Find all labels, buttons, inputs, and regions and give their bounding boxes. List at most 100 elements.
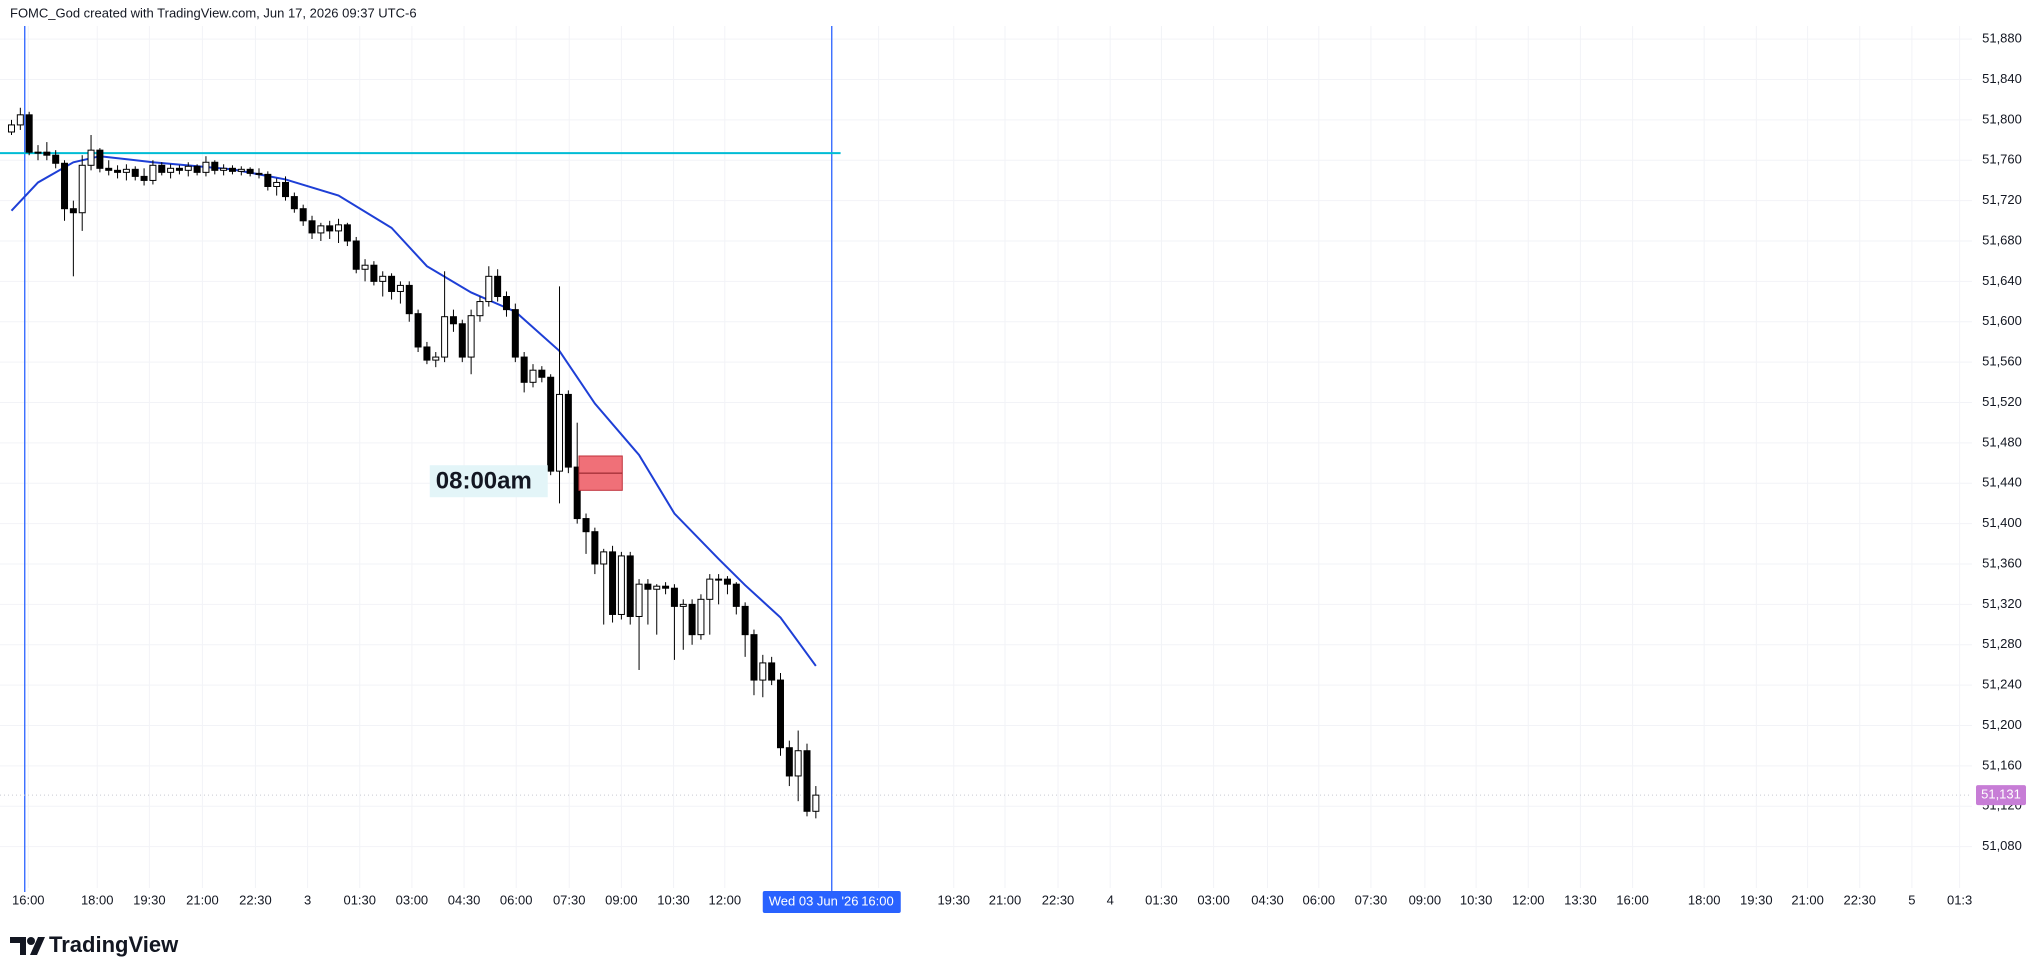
y-tick-label: 51,320 (1982, 596, 2022, 611)
candle-body (564, 393, 572, 468)
candle-body (441, 316, 449, 358)
candle-body (529, 369, 537, 383)
x-tick-label: 06:00 (1303, 892, 1336, 907)
candle-body (423, 346, 431, 361)
candle-body (688, 603, 696, 636)
candle-body (105, 167, 113, 171)
candle-body (750, 634, 758, 681)
candle-body (158, 164, 166, 173)
candle-body (467, 315, 475, 358)
candle-body (697, 598, 705, 636)
candle-body (149, 164, 157, 181)
candle-body (379, 275, 387, 282)
x-tick-label: 10:30 (1460, 892, 1493, 907)
candle-body (759, 662, 767, 681)
annotation: 08:00am (436, 468, 532, 495)
candle-body (122, 168, 130, 173)
x-tick-label: 19:30 (1740, 892, 1773, 907)
candle-body (96, 149, 104, 169)
y-tick-label: 51,880 (1982, 31, 2022, 46)
x-tick-label: 18:00 (1688, 892, 1721, 907)
candle-body (476, 301, 484, 317)
candle-body (644, 583, 652, 590)
candle-body (69, 208, 77, 214)
candle-body (255, 172, 263, 175)
candle-body (520, 356, 528, 383)
brand-name: TradingView (49, 932, 179, 957)
y-tick-label: 51,840 (1982, 71, 2022, 86)
candle-body (246, 168, 254, 174)
brand-logo: TradingView (10, 932, 179, 957)
y-tick-label: 51,560 (1982, 354, 2022, 369)
x-tick-label: 03:00 (396, 892, 429, 907)
candle-body (7, 124, 15, 133)
candle-body (803, 750, 811, 812)
y-tick-label: 51,280 (1982, 636, 2022, 651)
x-tick-label: 21:00 (1791, 892, 1824, 907)
candle-body (52, 154, 60, 164)
candle-body (388, 275, 396, 292)
crosshair-time: 16:00 (861, 893, 894, 908)
x-tick-label: 16:00 (1616, 892, 1649, 907)
candle-body (794, 750, 802, 777)
candle-body (220, 167, 228, 171)
candle-body (582, 518, 590, 533)
crosshair-date: Wed 03 Jun '26 (769, 893, 859, 908)
candle-body (776, 679, 784, 749)
candle-body (273, 181, 281, 187)
x-tick-label: 19:30 (937, 892, 970, 907)
candle-body (617, 555, 625, 615)
y-tick-label: 51,080 (1982, 838, 2022, 853)
candle-body (131, 168, 139, 177)
candle-body (202, 161, 210, 173)
candle-body (335, 224, 343, 232)
candle-body (741, 605, 749, 636)
candle-body (609, 551, 617, 615)
candle-body (370, 264, 378, 282)
candle-body (732, 583, 740, 607)
candle-body (679, 603, 687, 607)
candle-body (317, 225, 325, 234)
candle-body (635, 583, 643, 617)
y-tick-label: 51,760 (1982, 152, 2022, 167)
y-tick-label: 51,800 (1982, 111, 2022, 126)
candle-body (511, 309, 519, 358)
candle-body (785, 747, 793, 777)
candle-body (290, 196, 298, 210)
candle-body (396, 284, 404, 292)
candle-body (502, 296, 510, 311)
candle-body (573, 466, 581, 520)
candle-body (626, 555, 634, 617)
x-tick-label: 07:30 (553, 892, 586, 907)
candle-body (538, 369, 546, 378)
candle-body (449, 316, 457, 325)
candle-body (485, 275, 493, 303)
x-tick-label: 18:00 (81, 892, 114, 907)
candle-body (556, 393, 564, 472)
y-tick-label: 51,720 (1982, 192, 2022, 207)
x-tick-label: 12:00 (1512, 892, 1545, 907)
candle-body (193, 165, 201, 173)
candle-body (405, 284, 413, 315)
candle-body (812, 794, 820, 812)
candle-body (78, 164, 86, 214)
x-tick-label: 22:30 (1042, 892, 1075, 907)
x-tick-label: 01:30 (1145, 892, 1178, 907)
x-tick-label: 21:00 (186, 892, 219, 907)
candle-body (184, 165, 192, 171)
candle-body (140, 175, 148, 181)
candle-body (237, 168, 245, 172)
candle-body (591, 531, 599, 565)
candle-body (352, 240, 360, 270)
x-tick-label: 5 (1908, 892, 1915, 907)
candle-body (16, 114, 24, 126)
last-price-box (1976, 785, 2026, 806)
annotation-background (429, 465, 548, 498)
y-tick-label: 51,360 (1982, 555, 2022, 570)
y-tick-label: 51,160 (1982, 757, 2022, 772)
candle-body (167, 167, 175, 173)
x-tick-label: 16:00 (12, 892, 45, 907)
candle-body (264, 173, 272, 187)
